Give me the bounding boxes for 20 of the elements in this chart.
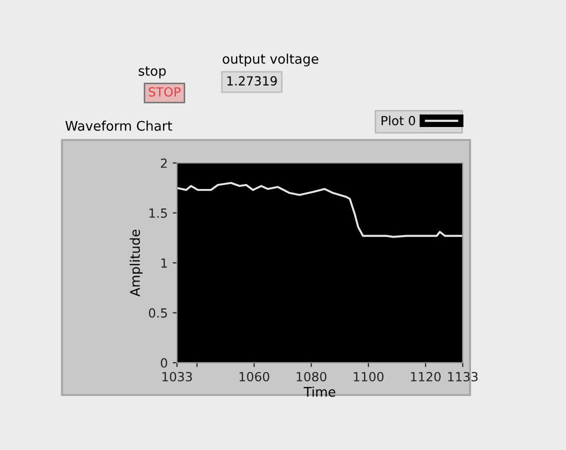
x-tick-label: 1080 bbox=[296, 372, 326, 382]
y-tick-label: 1 bbox=[161, 258, 167, 268]
text: STOP bbox=[148, 87, 181, 97]
legend-label: Plot 0 bbox=[382, 116, 416, 126]
y-axis-title: Amplitude bbox=[130, 230, 143, 297]
line-series bbox=[177, 182, 463, 238]
x-tick-label: 1133 bbox=[448, 372, 478, 382]
text: 1.27319 bbox=[227, 76, 277, 86]
x-tick-label: 1060 bbox=[240, 372, 270, 382]
y-tick-label: 2 bbox=[160, 158, 167, 168]
x-tick-label: 1033 bbox=[162, 372, 192, 382]
y-tick-label: 1.5 bbox=[149, 208, 167, 218]
x-tick-label: 1100 bbox=[354, 372, 384, 382]
x-tick-label: 1120 bbox=[411, 372, 441, 382]
y-tick-label: 0.5 bbox=[148, 308, 167, 318]
x-axis-title: Time bbox=[304, 386, 336, 397]
chart-title: Waveform Chart bbox=[65, 120, 172, 131]
text: stop bbox=[138, 66, 166, 78]
text: output voltage bbox=[222, 54, 318, 66]
y-tick-label: 0 bbox=[160, 358, 168, 368]
